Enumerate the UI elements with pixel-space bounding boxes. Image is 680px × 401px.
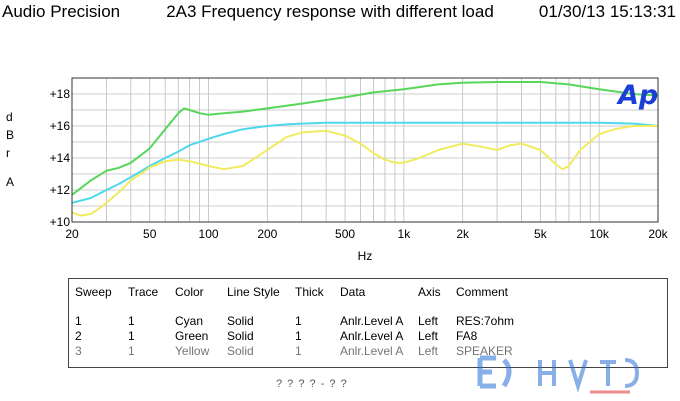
chart-series [71,81,659,217]
cell-trace: 1 [128,343,135,358]
trace-legend-table: Sweep Trace Color Line Style Thick Data … [68,278,668,368]
cell-thick: 1 [295,313,302,328]
cell-axis: Left [418,313,439,328]
cell-trace: 1 [128,328,135,343]
cell-comment: FA8 [456,328,478,343]
cell-data: Anlr.Level A [340,343,404,358]
y-axis-label-d: d [6,110,13,124]
x-tick-label: 10k [590,227,610,241]
cell-data: Anlr.Level A [340,313,404,328]
y-axis-label-A: A [6,175,15,189]
y-tick-label: +10 [50,215,71,229]
cell-color: Yellow [175,343,210,358]
x-tick-label: 500 [335,227,355,241]
x-axis-label: Hz [358,249,373,263]
y-tick-label: +12 [50,183,71,197]
cell-trace: 1 [128,313,135,328]
cell-sweep: 2 [75,328,82,343]
x-tick-label: 20k [648,227,668,241]
col-data: Data [340,284,366,299]
y-tick-label: +18 [50,87,71,101]
series-line-yellow [71,125,658,217]
x-tick-label: 50 [143,227,157,241]
chart-title: 2A3 Frequency response with different lo… [166,2,494,21]
cell-data: Anlr.Level A [340,328,404,343]
y-tick-label: +16 [50,119,71,133]
footer-text: ? ? ? ? - ? ? [276,378,348,390]
x-tick-label: 100 [199,227,219,241]
series-line-green [71,81,659,196]
watermark-logo [477,355,640,394]
cell-line-style: Solid [227,313,254,328]
x-tick-label: 5k [534,227,548,241]
cell-color: Cyan [175,313,204,328]
x-tick-label: 1k [398,227,412,241]
cell-thick: 1 [295,328,302,343]
cell-thick: 1 [295,343,302,358]
col-line-style: Line Style [227,284,280,299]
col-axis: Axis [418,284,441,299]
y-axis-label-r: r [6,146,10,160]
y-axis-label-B: B [6,128,15,142]
ap-logo: Ap [616,80,658,111]
legend-row: 3 1 Yellow Solid 1 Anlr.Level A Left SPE… [75,343,596,358]
legend-header-row: Sweep Trace Color Line Style Thick Data … [75,284,596,313]
app-brand: Audio Precision [2,2,121,21]
x-tick-label: 200 [257,227,277,241]
chart-grid [71,77,659,223]
cell-sweep: 1 [75,313,82,328]
cell-line-style: Solid [227,328,254,343]
cell-sweep: 3 [75,343,82,358]
cell-axis: Left [418,343,439,358]
chart-ticks: 20 50 100 200 500 1k 2k 5k 10k 20k +10 +12 +14 +16 +18 [50,87,669,241]
col-comment: Comment [456,284,509,299]
series-line-cyan [71,121,659,204]
cell-comment: SPEAKER [456,343,513,358]
col-trace: Trace [128,284,159,299]
frequency-response-chart: 20 50 100 200 500 1k 2k 5k 10k 20k +10 +12 +14 +16 +18… [50,77,669,263]
plot-frame [71,77,659,223]
legend-row: 1 1 Cyan Solid 1 Anlr.Level A Left RES:7… [75,313,596,328]
cell-comment: RES:7ohm [456,313,515,328]
timestamp: 01/30/13 15:13:31 [538,2,676,21]
col-thick: Thick [295,284,324,299]
cell-line-style: Solid [227,343,254,358]
cell-color: Green [175,328,209,343]
legend-row: 2 1 Green Solid 1 Anlr.Level A Left FA8 [75,328,596,343]
y-tick-label: +14 [50,151,71,165]
x-tick-label: 2k [456,227,470,241]
cell-axis: Left [418,328,439,343]
svg-text:Ap: Ap [616,80,658,111]
col-sweep: Sweep [75,284,112,299]
col-color: Color [175,284,204,299]
x-tick-label: 20 [65,227,79,241]
